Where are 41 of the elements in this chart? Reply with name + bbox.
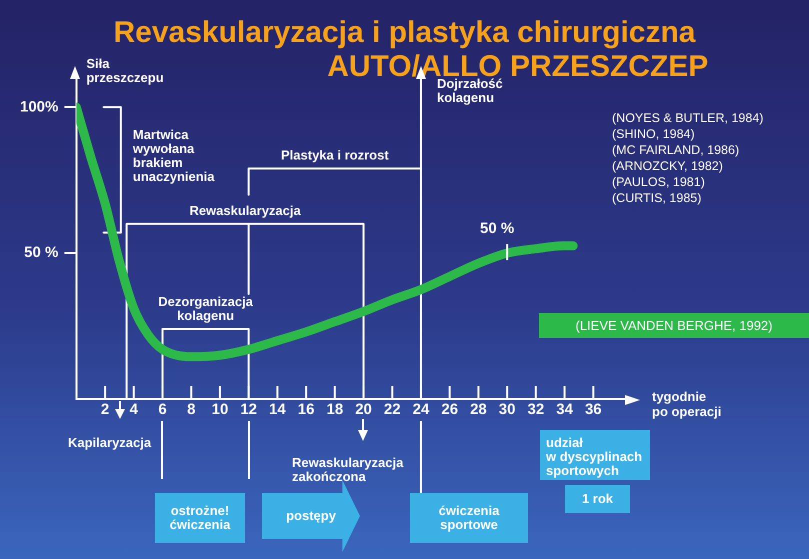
x-tick-label: 2 bbox=[100, 401, 110, 418]
y-axis-title: Siła przeszczepu bbox=[86, 56, 164, 85]
x-tick-label: 16 bbox=[298, 401, 314, 418]
annotation: (PAULOS, 1981) bbox=[612, 174, 705, 190]
x-axis-title: tygodnie po operacji bbox=[652, 389, 722, 419]
x-tick-label: 32 bbox=[528, 401, 544, 418]
chart-title: Revaskularyzacja i plastyka chirurgiczna bbox=[114, 16, 696, 49]
annotation: 50 % bbox=[480, 220, 514, 238]
x-tick-label: 34 bbox=[556, 401, 574, 418]
x-tick-label: 28 bbox=[470, 401, 487, 418]
x-tick-label: 22 bbox=[384, 401, 401, 418]
text: udział w dyscyplinach sportowych bbox=[540, 430, 650, 480]
text: Rewaskularyzacja zakończona bbox=[292, 455, 404, 484]
x-tick-label: 8 bbox=[187, 401, 196, 418]
y-tick-label: 100% bbox=[20, 98, 58, 116]
text: ćwiczenia sportowe bbox=[410, 493, 528, 543]
x-tick-label: 24 bbox=[412, 401, 430, 418]
series-label: Plastyka i rozrost bbox=[280, 147, 390, 162]
series-label: Rewaskularyzacja bbox=[189, 202, 302, 218]
text: ostrożne! ćwiczenia bbox=[155, 493, 245, 543]
annotation: (ARNOZCKY, 1982) bbox=[612, 158, 723, 174]
annotation: (MC FAIRLAND, 1986) bbox=[612, 142, 740, 158]
x-tick-label: 30 bbox=[498, 401, 516, 418]
text: postępy bbox=[286, 508, 336, 523]
series-label: Dezorganizacja kolagenu bbox=[158, 294, 254, 323]
x-tick-label: 20 bbox=[355, 401, 372, 418]
x-tick-label: 26 bbox=[441, 401, 458, 418]
x-tick-label: 12 bbox=[240, 401, 258, 418]
x-tick-label: 10 bbox=[212, 401, 228, 418]
annotation: (CURTIS, 1985) bbox=[612, 190, 702, 206]
x-tick-label: 4 bbox=[130, 401, 139, 418]
series-label: Martwica wywołana brakiem unaczynienia bbox=[132, 127, 216, 184]
x-tick-label: 6 bbox=[158, 401, 167, 418]
annotation: (NOYES & BUTLER, 1984) bbox=[612, 110, 764, 126]
annotation: (SHINO, 1984) bbox=[612, 126, 695, 142]
x-tick-label: 18 bbox=[326, 401, 344, 418]
text: 1 rok bbox=[565, 485, 630, 513]
banner: (LIEVE VANDEN BERGHE, 1992) bbox=[539, 313, 809, 338]
x-tick-label: 14 bbox=[269, 401, 286, 418]
x-tick-label: 36 bbox=[584, 401, 602, 418]
text: Kapilaryzacja bbox=[68, 435, 152, 450]
